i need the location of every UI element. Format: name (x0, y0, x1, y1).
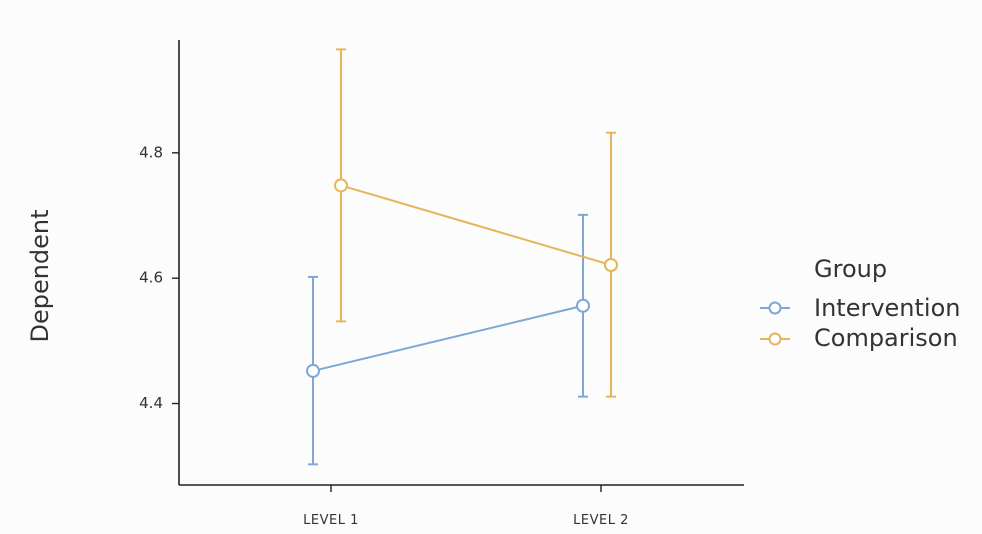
y-tick-label-0: 4.4 (139, 394, 163, 412)
data-point-intervention-1 (306, 363, 320, 378)
legend-label-comparison: Comparison (814, 324, 958, 352)
data-point-comparison-2 (604, 258, 618, 273)
y-tick-label-2: 4.8 (139, 143, 163, 161)
data-point-comparison-1 (334, 178, 348, 193)
legend-label-intervention: Intervention (814, 294, 960, 322)
legend: Group Intervention Comparison (760, 255, 960, 352)
x-tick-label-level-1: LEVEL 1 (303, 513, 359, 528)
series-line-comparison (340, 184, 612, 266)
legend-marker-comparison (768, 332, 782, 346)
data-point-intervention-2 (576, 298, 590, 313)
legend-item-comparison: Comparison (760, 324, 958, 352)
x-ticks: LEVEL 1 LEVEL 2 (303, 485, 629, 528)
y-axis-title: Dependent (26, 209, 54, 342)
y-ticks: 4.4 4.6 4.8 (139, 143, 179, 412)
legend-item-intervention: Intervention (760, 294, 960, 322)
legend-marker-intervention (768, 301, 782, 315)
legend-title: Group (814, 255, 887, 283)
series-line-intervention (312, 304, 584, 372)
data-layer (306, 48, 618, 466)
x-tick-label-level-2: LEVEL 2 (573, 513, 629, 528)
y-tick-label-1: 4.6 (139, 269, 163, 287)
